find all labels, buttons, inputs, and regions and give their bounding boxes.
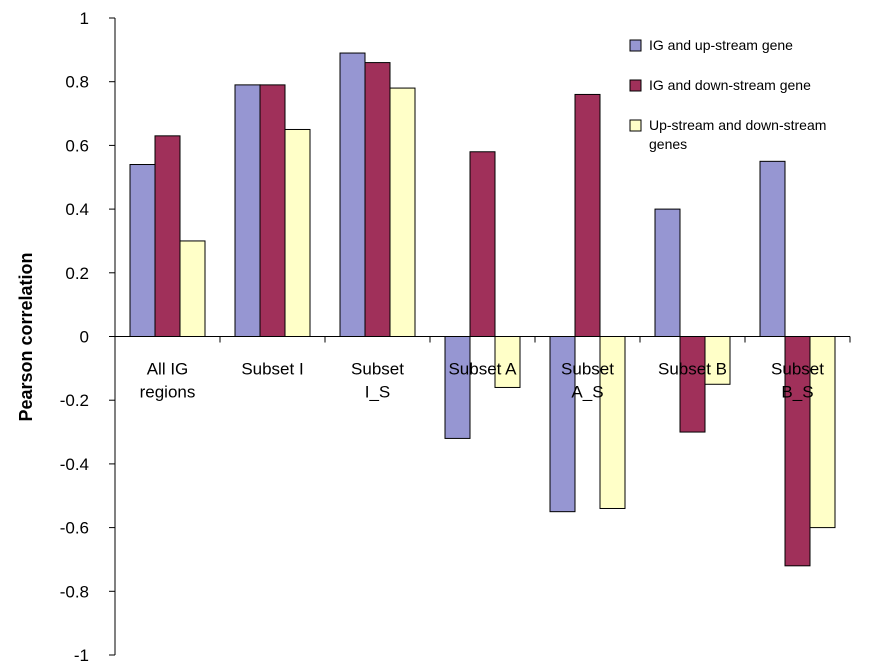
legend-label: IG and up-stream gene — [649, 37, 793, 53]
legend-label: IG and down-stream gene — [649, 77, 811, 93]
y-tick-label: 0.8 — [65, 73, 89, 92]
bar — [284, 128, 311, 337]
legend-label-line: Up-stream and down-stream — [649, 117, 826, 133]
legend-label-line: IG and up-stream gene — [649, 37, 793, 53]
legend-swatch — [629, 39, 642, 52]
legend-label: Up-stream and down-stream genes — [649, 117, 826, 152]
category-label: Subset A — [448, 360, 517, 379]
y-tick-label: 0.4 — [65, 200, 89, 219]
y-tick-label: 0 — [80, 328, 89, 347]
bar — [574, 93, 601, 337]
y-tick-label: -0.8 — [60, 582, 89, 601]
category-label-line: Subset I — [241, 360, 303, 379]
category-label-line: Subset — [771, 360, 824, 379]
legend-label-line: genes — [649, 136, 687, 152]
category-label-line: regions — [140, 383, 196, 402]
bar — [494, 336, 521, 388]
category-label: Subset I_S — [351, 360, 404, 402]
y-tick-label: -0.4 — [60, 455, 89, 474]
legend-swatch — [629, 119, 642, 132]
category-labels: All IG regions Subset I Subset I_S Subset A Su… — [140, 360, 825, 402]
category-label: Subset I — [241, 360, 303, 379]
bar — [129, 164, 156, 337]
category-label-line: Subset — [561, 360, 614, 379]
category-label-line: All IG — [147, 360, 189, 379]
category-label-line: Subset B — [658, 360, 727, 379]
bar — [364, 62, 391, 338]
category-label: Subset B — [658, 360, 727, 379]
bar — [759, 160, 786, 337]
y-axis: 1 0.8 0.6 0.4 0.2 0 -0.2 -0.4 -0.6 -0.8 -1 — [60, 9, 116, 663]
bar — [654, 208, 681, 338]
category-label-line: I_S — [365, 383, 391, 402]
y-tick-label: 0.6 — [65, 136, 89, 155]
legend-swatch — [629, 79, 642, 92]
bar — [809, 336, 836, 529]
y-axis-title: Pearson correlation — [16, 252, 36, 421]
x-axis — [114, 336, 851, 343]
category-label-line: Subset A — [448, 360, 517, 379]
bar — [259, 84, 286, 338]
legend-label-line: IG and down-stream gene — [649, 77, 811, 93]
category-label: Subset B_S — [771, 360, 824, 402]
bar — [234, 84, 261, 338]
category-label-line: B_S — [781, 383, 813, 402]
bars — [129, 52, 836, 567]
bar — [679, 336, 706, 433]
y-tick-label: -0.2 — [60, 391, 89, 410]
bar — [339, 52, 366, 337]
y-tick-label: 0.2 — [65, 264, 89, 283]
bar — [389, 87, 416, 337]
category-label: Subset A_S — [561, 360, 614, 402]
legend: IG and up-stream gene IG and down-stream … — [629, 37, 826, 152]
bar — [179, 240, 206, 337]
category-label-line: A_S — [571, 383, 603, 402]
bar — [469, 151, 496, 337]
category-label: All IG regions — [140, 360, 196, 402]
bar — [549, 336, 576, 513]
bar — [784, 336, 811, 567]
y-tick-label: -1 — [74, 646, 89, 663]
bar — [599, 336, 626, 509]
y-tick-label: 1 — [80, 9, 89, 28]
bar — [154, 135, 181, 337]
category-label-line: Subset — [351, 360, 404, 379]
bar — [444, 336, 471, 439]
y-tick-label: -0.6 — [60, 519, 89, 538]
